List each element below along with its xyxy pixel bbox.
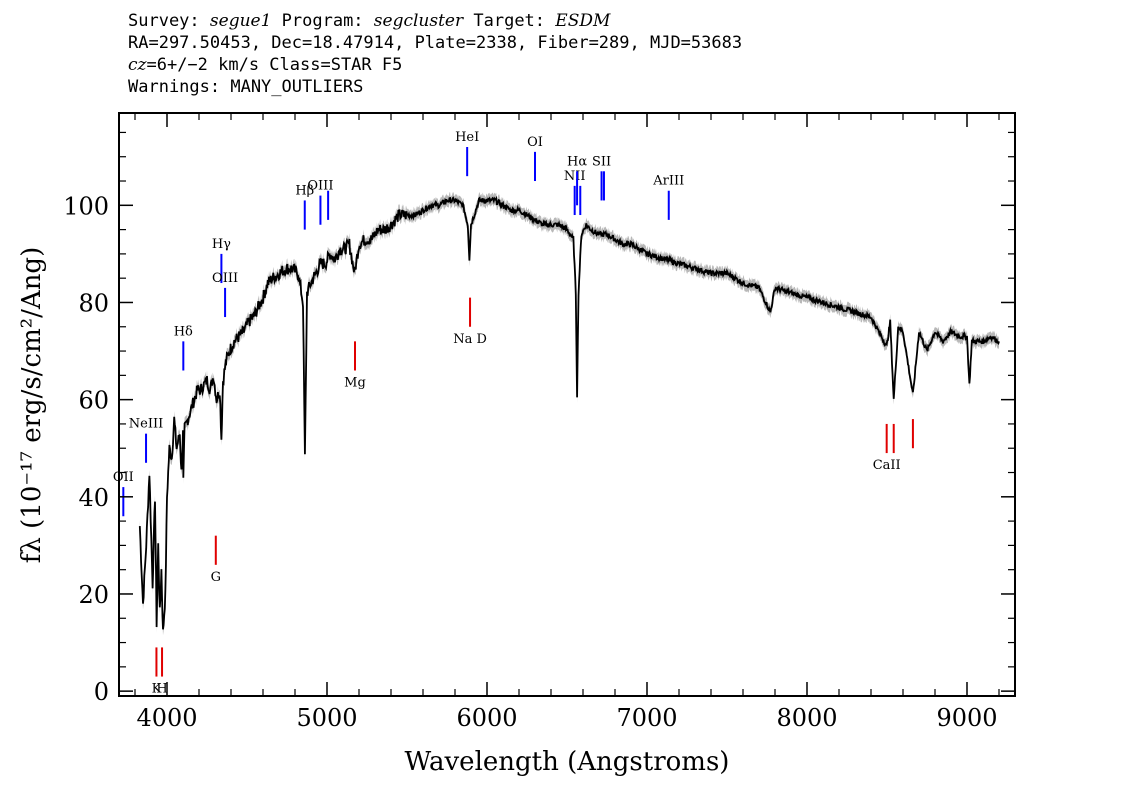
target-value: ESDM [555, 11, 611, 31]
y-tick-label-4: 80 [78, 289, 109, 317]
line-marker-label-10: NII [564, 169, 586, 184]
line-marker-label-21: CaII [873, 458, 901, 473]
program-value: segcluster [373, 11, 464, 31]
x-tick-label-0: 4000 [136, 704, 197, 732]
y-tick-label-0: 0 [94, 678, 109, 706]
line-marker-label-1: NeIII [129, 417, 163, 432]
x-tick-label-2: 6000 [456, 704, 517, 732]
line-marker-label-17: H [156, 682, 167, 697]
y-tick-label-5: 100 [63, 192, 109, 220]
line-marker-label-8: HeI [455, 130, 479, 145]
line-marker-label-20: Na D [453, 332, 487, 347]
header-line-survey: Survey: segue1 Program: segcluster Targe… [128, 10, 742, 32]
cz-value: =6+/−2 km/s Class=STAR F5 [146, 55, 403, 75]
x-tick-label-4: 8000 [776, 704, 837, 732]
header-line-redshift: cz=6+/−2 km/s Class=STAR F5 [128, 54, 742, 76]
y-tick-label-2: 40 [78, 484, 109, 512]
line-marker-label-6: OIII [307, 179, 333, 194]
line-marker-label-2: Hδ [174, 324, 193, 339]
line-marker-label-19: Mg [344, 375, 366, 390]
error-band-0 [139, 192, 1000, 636]
line-marker-label-16: K [152, 682, 162, 697]
spectrum-line-0 [138, 195, 1000, 630]
line-marker-label-15: ArIII [652, 174, 684, 189]
target-label: Target: [473, 11, 546, 31]
axis-layer: 4000 5000 6000 7000 8000 9000 0 20 40 60 80 100 [63, 113, 1015, 732]
x-tick-label-1: 5000 [296, 704, 357, 732]
cz-label: cz [128, 55, 147, 75]
line-marker-label-3: Hγ [212, 237, 231, 252]
header-line-warnings: Warnings: MANY_OUTLIERS [128, 77, 364, 97]
line-marker-label-13: SII [592, 154, 611, 169]
line-marker-label-11: Hα [567, 154, 587, 169]
program-label: Program: [281, 11, 364, 31]
line-marker-label-5: Hβ [295, 183, 314, 198]
header-line-coordinates: RA=297.50453, Dec=18.47914, Plate=2338, … [128, 33, 743, 53]
x-tick-label-3: 7000 [616, 704, 677, 732]
survey-label: Survey: [128, 11, 200, 31]
y-tick-label-1: 20 [78, 581, 109, 609]
survey-value: segue1 [209, 11, 272, 31]
plot-header: Survey: segue1 Program: segcluster Targe… [128, 10, 742, 98]
x-tick-label-5: 9000 [936, 704, 997, 732]
y-tick-label-3: 60 [78, 387, 109, 415]
y-axis-title: fλ (10⁻¹⁷ erg/s/cm²/Ang) [17, 247, 47, 563]
x-axis-title: Wavelength (Angstroms) [405, 747, 730, 777]
line-marker-label-4: OIII [212, 271, 238, 286]
line-marker-label-9: OI [527, 135, 543, 150]
plot-frame [118, 112, 1016, 697]
line-marker-label-18: G [211, 570, 221, 585]
